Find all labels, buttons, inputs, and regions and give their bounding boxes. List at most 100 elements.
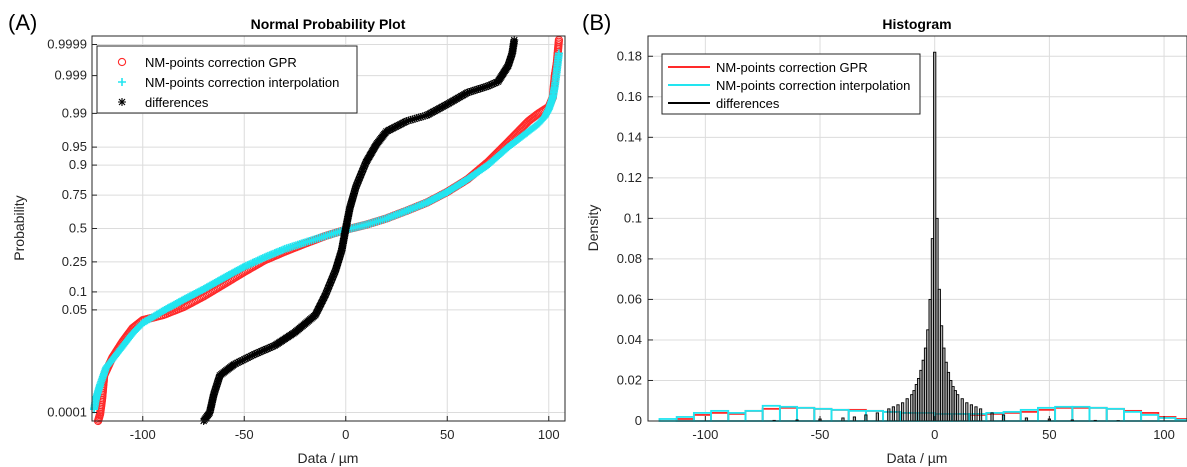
data-point xyxy=(330,269,339,278)
data-point xyxy=(463,88,472,97)
data-point xyxy=(245,352,254,361)
data-point xyxy=(250,350,259,359)
data-point xyxy=(360,162,369,171)
data-point xyxy=(233,358,242,367)
data-point xyxy=(321,290,330,299)
data-point xyxy=(485,81,494,90)
data-point xyxy=(472,85,481,94)
data-point xyxy=(323,284,332,293)
data-point xyxy=(487,80,496,89)
x-tick-label: 50 xyxy=(440,427,454,442)
y-tick-label: 0.9 xyxy=(69,157,87,172)
data-point xyxy=(420,111,429,120)
data-point xyxy=(238,356,247,365)
y-tick-label: 0.25 xyxy=(62,254,87,269)
data-point xyxy=(329,270,338,279)
data-point xyxy=(231,359,240,368)
legend-entry: NM-points correction GPR xyxy=(145,55,297,70)
x-tick-label: -50 xyxy=(235,427,254,442)
legend: NM-points correction GPR NM-points correc… xyxy=(96,45,358,114)
data-point xyxy=(252,349,261,358)
data-point xyxy=(488,79,497,88)
data-point xyxy=(248,351,257,360)
data-point xyxy=(358,165,367,174)
data-point xyxy=(478,83,487,92)
y-tick-label: 0.05 xyxy=(62,302,87,317)
y-tick-label: 0.95 xyxy=(62,139,87,154)
data-point xyxy=(325,280,334,289)
data-point xyxy=(243,353,252,362)
data-point xyxy=(240,355,249,364)
data-point xyxy=(230,360,239,369)
data-point xyxy=(402,117,411,126)
data-point xyxy=(510,36,519,45)
data-point xyxy=(353,179,362,188)
data-point xyxy=(329,272,338,281)
data-point xyxy=(483,82,492,91)
panel-label-a: (A) xyxy=(8,10,38,35)
data-point xyxy=(263,344,272,353)
data-point xyxy=(356,172,365,181)
data-point xyxy=(257,347,266,356)
data-point xyxy=(358,167,367,176)
data-point xyxy=(241,354,250,363)
data-point xyxy=(361,159,370,168)
series-3 xyxy=(199,36,519,425)
data-point xyxy=(235,357,244,366)
legend-marker xyxy=(118,98,126,106)
legend-entry: differences xyxy=(145,95,209,110)
x-tick-label: 0 xyxy=(342,427,349,442)
y-tick-label: 0.5 xyxy=(69,221,87,236)
data-point xyxy=(260,345,269,354)
data-point xyxy=(353,178,362,187)
data-point xyxy=(418,112,427,121)
data-point xyxy=(482,82,491,91)
data-point xyxy=(323,286,332,295)
data-point xyxy=(490,79,499,88)
y-tick-label: 0.999 xyxy=(54,68,87,83)
data-point xyxy=(360,161,369,170)
data-point xyxy=(265,343,274,352)
data-point xyxy=(351,182,360,191)
data-point xyxy=(352,181,361,190)
legend-entry: NM-points correction interpolation xyxy=(145,75,339,90)
x-tick-label: -100 xyxy=(130,427,156,442)
data-point xyxy=(416,112,425,121)
data-point xyxy=(470,86,479,95)
legend-marker xyxy=(118,78,126,86)
data-point xyxy=(404,116,413,125)
data-point xyxy=(412,114,421,123)
data-point xyxy=(326,278,335,287)
data-point xyxy=(474,85,483,94)
data-point xyxy=(465,87,474,96)
data-point xyxy=(253,348,262,357)
data-point xyxy=(410,114,419,123)
series-2 xyxy=(90,49,563,414)
panel-label-b: (B) xyxy=(582,10,612,35)
data-point xyxy=(262,345,271,354)
data-point xyxy=(408,115,417,124)
data-point xyxy=(327,275,336,284)
data-point xyxy=(480,83,489,92)
y-tick-label: 0.99 xyxy=(62,105,87,120)
data-point xyxy=(476,84,485,93)
data-point xyxy=(414,113,423,122)
y-tick-label: 0.9999 xyxy=(47,36,87,51)
data-point xyxy=(359,164,368,173)
data-point xyxy=(322,287,331,296)
chart-title: Normal Probability Plot xyxy=(251,16,406,32)
data-point xyxy=(324,283,333,292)
data-point xyxy=(355,173,364,182)
data-point xyxy=(406,115,415,124)
data-point xyxy=(236,357,245,366)
data-point xyxy=(267,343,276,352)
y-tick-label: 0.75 xyxy=(62,187,87,202)
data-point xyxy=(322,289,331,298)
y-tick-label: 0.1 xyxy=(69,284,87,299)
data-point xyxy=(354,176,363,185)
data-point xyxy=(328,273,337,282)
legend-marker xyxy=(117,57,127,67)
data-point xyxy=(357,168,366,177)
data-point xyxy=(356,170,365,179)
